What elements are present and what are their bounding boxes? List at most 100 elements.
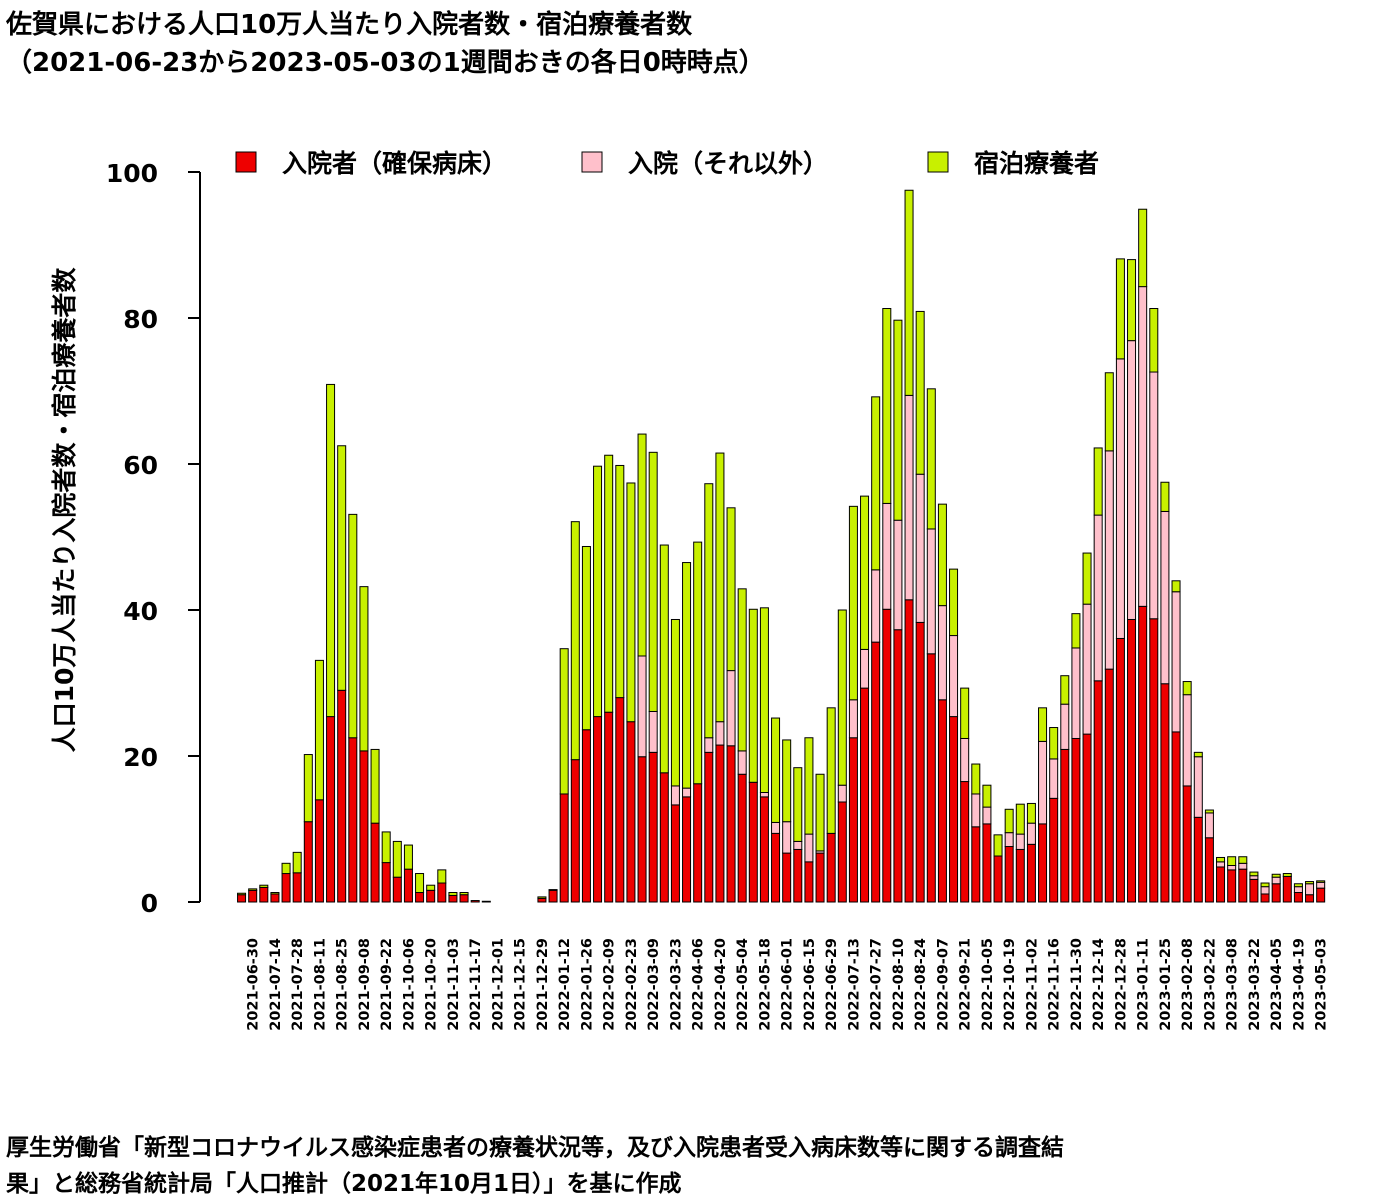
bar-segment-3 [759, 607, 769, 793]
bar-segment-1 [615, 697, 625, 903]
bar-segment-3 [726, 507, 736, 672]
bar-segment-2 [1216, 861, 1226, 868]
bar-segment-1 [949, 716, 959, 903]
bar-segment-1 [1115, 637, 1125, 903]
bar-segment-3 [1082, 552, 1092, 605]
bar-segment-3 [403, 844, 413, 870]
bar-segment-2 [1060, 703, 1070, 750]
bar-segment-3 [682, 562, 692, 789]
bar-segment-1 [815, 852, 825, 903]
bar-segment-3 [693, 541, 703, 785]
bar-segment-2 [726, 670, 736, 747]
x-tick-label: 2022-06-29 [824, 938, 840, 1031]
bar-segment-1 [1093, 680, 1103, 903]
bar-segment-3 [748, 608, 758, 783]
bar-segment-1 [581, 729, 591, 903]
y-tick-label: 0 [141, 889, 158, 918]
x-tick-label: 2022-04-20 [713, 938, 729, 1031]
bar-segment-3 [871, 396, 881, 571]
bar-segment-2 [771, 821, 781, 834]
bar-segment-3 [659, 544, 669, 774]
bar-segment-1 [1026, 843, 1036, 903]
bar-segment-1 [1160, 683, 1170, 903]
bars [237, 189, 1326, 903]
bar-segment-2 [937, 605, 947, 701]
y-tick-label: 40 [123, 597, 158, 626]
bar-segment-1 [893, 629, 903, 903]
bar-segment-3 [1093, 447, 1103, 516]
x-tick-label: 2023-02-08 [1180, 938, 1196, 1031]
bar-segment-1 [348, 737, 358, 903]
bar-segment-3 [1316, 880, 1326, 883]
bar-segment-1 [937, 699, 947, 903]
bar-segment-3 [448, 892, 458, 896]
x-tick-label: 2021-11-03 [446, 938, 462, 1031]
bar-segment-2 [1160, 510, 1170, 685]
x-tick-label: 2022-06-01 [780, 938, 796, 1031]
bar-segment-1 [804, 861, 814, 903]
bar-segment-1 [1171, 731, 1181, 903]
bar-segment-2 [782, 821, 792, 854]
x-axis: 2021-06-30 2021-07-14 2021-07-28 2021-08-11… [246, 938, 1330, 1031]
bar-segment-1 [1293, 892, 1303, 903]
bar-segment-2 [682, 787, 692, 798]
bar-segment-2 [1193, 756, 1203, 818]
bar-segment-2 [1138, 286, 1148, 607]
bar-segment-1 [726, 745, 736, 903]
bar-segment-1 [1249, 878, 1259, 903]
bar-segment-3 [704, 483, 714, 739]
bar-segment-3 [1160, 481, 1170, 512]
bar-segment-1 [481, 900, 491, 903]
bar-segment-2 [670, 785, 680, 806]
x-tick-label: 2022-05-04 [735, 938, 751, 1031]
bar-segment-3 [971, 763, 981, 795]
bar-segment-3 [1193, 751, 1203, 758]
bar-segment-1 [860, 687, 870, 903]
bar-segment-1 [292, 872, 302, 903]
bar-segment-3 [459, 892, 469, 896]
legend-label-3: 宿泊療養者 [974, 149, 1099, 178]
bar-segment-1 [392, 876, 402, 903]
bar-segment-3 [437, 869, 447, 884]
bar-segment-1 [704, 751, 714, 903]
bar-segment-2 [1038, 740, 1048, 825]
bar-segment-1 [759, 796, 769, 903]
x-tick-label: 2022-08-24 [913, 938, 929, 1031]
bar-segment-1 [848, 737, 858, 903]
bar-segment-1 [1127, 618, 1137, 903]
x-tick-label: 2023-01-25 [1158, 938, 1174, 1031]
bar-segment-3 [426, 884, 436, 891]
x-tick-label: 2021-12-01 [490, 938, 506, 1031]
bar-segment-1 [1316, 887, 1326, 903]
bar-segment-3 [737, 588, 747, 752]
bar-segment-3 [1015, 803, 1025, 835]
bar-segment-1 [637, 756, 647, 903]
bar-segment-2 [737, 750, 747, 775]
x-tick-label: 2021-06-30 [246, 938, 262, 1031]
bar-segment-2 [1227, 865, 1237, 871]
bar-segment-1 [370, 822, 380, 903]
bar-segment-1 [1227, 869, 1237, 903]
bar-segment-3 [359, 586, 369, 752]
bar-chart: 0 20 40 60 80 100 2021-06-30 2021-07-14 2021-07… [50, 149, 1330, 1031]
bar-segment-1 [926, 653, 936, 903]
y-tick-label: 60 [123, 451, 158, 480]
bar-segment-3 [1138, 208, 1148, 288]
bar-segment-2 [848, 699, 858, 739]
bar-segment-3 [1049, 727, 1059, 760]
bar-segment-3 [1026, 802, 1036, 824]
x-tick-label: 2021-10-06 [401, 938, 417, 1031]
bar-segment-1 [437, 882, 447, 903]
x-tick-label: 2021-07-14 [268, 938, 284, 1031]
bar-segment-3 [1238, 856, 1248, 864]
bar-segment-3 [860, 495, 870, 650]
bar-segment-3 [1004, 808, 1014, 834]
bar-segment-1 [359, 750, 369, 903]
bar-segment-2 [1249, 875, 1259, 880]
bar-segment-3 [1216, 856, 1226, 863]
bar-segment-1 [303, 821, 313, 903]
bar-segment-1 [1082, 733, 1092, 903]
bar-segment-3 [1260, 882, 1270, 888]
bar-segment-1 [593, 716, 603, 903]
bar-segment-2 [648, 710, 658, 753]
